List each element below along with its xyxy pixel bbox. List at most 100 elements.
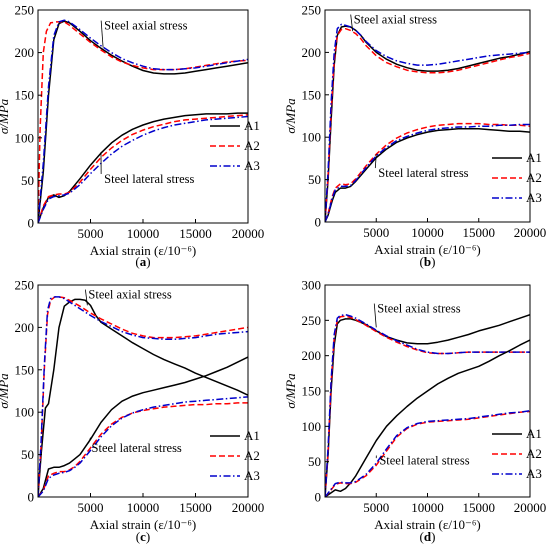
- y-tick-label: 200: [15, 320, 35, 335]
- panel-caption: (c): [136, 529, 150, 544]
- x-tick-label: 20000: [232, 500, 265, 515]
- series-group: [38, 296, 248, 497]
- annotation-leader: [85, 289, 88, 306]
- x-tick-label: 5000: [78, 226, 104, 241]
- x-tick-label: 10000: [127, 226, 160, 241]
- x-tick-label: 15000: [179, 226, 212, 241]
- y-tick-label: 250: [302, 313, 322, 328]
- series-line-a3-lateral: [38, 396, 248, 497]
- series-line-a1-lateral: [325, 339, 530, 497]
- x-tick-label: 5000: [363, 225, 389, 240]
- annotation-label: Steel lateral stress: [92, 441, 182, 455]
- series-line-a3-lateral: [38, 115, 248, 223]
- series-line-a1-axial: [325, 313, 530, 497]
- annotation-leader: [374, 154, 377, 169]
- annotation-label: Steel lateral stress: [379, 453, 469, 467]
- y-tick-label: 200: [15, 45, 35, 60]
- series-group: [38, 19, 248, 223]
- x-tick-label: 10000: [411, 500, 444, 515]
- y-axis-label: σ/MPa: [0, 98, 11, 134]
- y-tick-label: 50: [21, 173, 34, 188]
- panel-caption: (b): [420, 254, 436, 269]
- legend: A1 A2 A3: [210, 118, 260, 173]
- legend-label-a1: A1: [526, 426, 542, 441]
- legend-label-a3: A3: [244, 158, 260, 173]
- series-line-a3-axial: [38, 296, 248, 497]
- legend: A1 A2 A3: [492, 150, 542, 205]
- panel-d: 0 50 100 150 200 250 300 5000 10000 15000 20000 Axi…: [283, 278, 546, 545]
- x-axis-label: Axial strain (ε/10⁻⁶): [90, 517, 196, 532]
- series-line-a2-lateral: [325, 122, 530, 222]
- series-line-a2-lateral: [38, 402, 248, 497]
- y-tick-label: 150: [302, 384, 322, 399]
- legend-label-a1: A1: [244, 428, 260, 443]
- x-tick-label: 10000: [127, 500, 160, 515]
- annotation-leader: [373, 303, 377, 328]
- annotation-label: Steel axial stress: [377, 302, 460, 316]
- x-axis-label: Axial strain (ε/10⁻⁶): [90, 243, 196, 258]
- legend-label-a2: A2: [244, 138, 260, 153]
- legend: A1 A2 A3: [210, 428, 260, 483]
- annotation-label: Steel lateral stress: [104, 172, 194, 186]
- y-axis-label: σ/MPa: [283, 98, 298, 134]
- series-line-a1-lateral: [38, 356, 248, 497]
- x-axis-label: Axial strain (ε/10⁻⁶): [374, 517, 480, 532]
- series-line-a1-lateral: [325, 127, 530, 222]
- legend-label-a1: A1: [526, 150, 542, 165]
- legend-label-a2: A2: [244, 448, 260, 463]
- series-line-a3-axial: [38, 19, 248, 223]
- x-tick-label: 15000: [179, 500, 212, 515]
- series-line-a2-axial: [325, 27, 530, 222]
- series-line-a1-axial: [38, 298, 248, 497]
- y-tick-label: 250: [15, 3, 35, 18]
- legend-label-a1: A1: [244, 118, 260, 133]
- x-tick-label: 20000: [514, 500, 547, 515]
- x-tick-label: 10000: [411, 225, 444, 240]
- legend-label-a2: A2: [526, 170, 542, 185]
- legend-label-a3: A3: [526, 190, 542, 205]
- annotation-label: Steel axial stress: [88, 288, 171, 302]
- annotation-leader: [100, 20, 104, 48]
- annotation-label: Steel axial stress: [354, 13, 437, 27]
- annotation-label: Steel lateral stress: [378, 166, 468, 180]
- panel-b: 0 50 100 150 200 250 5000 10000 15000 20000 Axial …: [283, 3, 546, 270]
- x-tick-label: 15000: [463, 225, 496, 240]
- y-tick-label: 0: [315, 215, 322, 230]
- series-line-a3-lateral: [325, 123, 530, 222]
- x-tick-label: 20000: [514, 225, 547, 240]
- series-line-a3-axial: [325, 313, 530, 497]
- legend: A1 A2 A3: [492, 426, 542, 481]
- y-tick-label: 200: [302, 348, 322, 363]
- x-tick-label: 5000: [78, 500, 104, 515]
- y-tick-label: 150: [15, 88, 35, 103]
- y-tick-label: 50: [21, 447, 34, 462]
- panel-a: 0 50 100 150 200 250 5000 10000 15000 20000 Axial …: [0, 3, 264, 270]
- series-line-a1-lateral: [38, 112, 248, 223]
- y-tick-label: 0: [28, 216, 35, 231]
- y-tick-label: 250: [15, 278, 35, 293]
- series-group: [325, 23, 530, 222]
- y-tick-label: 0: [315, 490, 322, 505]
- y-axis-label: σ/MPa: [0, 373, 11, 409]
- annotation-leader: [88, 437, 91, 444]
- y-tick-label: 150: [302, 87, 322, 102]
- panel-caption: (d): [420, 529, 436, 544]
- y-tick-label: 0: [28, 490, 35, 505]
- y-axis-label: σ/MPa: [283, 373, 298, 409]
- x-tick-label: 5000: [363, 500, 389, 515]
- legend-label-a2: A2: [526, 446, 542, 461]
- series-line-a3-lateral: [325, 410, 530, 497]
- x-tick-label: 15000: [463, 500, 496, 515]
- y-tick-label: 100: [302, 419, 322, 434]
- plot-frame: [37, 284, 249, 498]
- panel-c: 0 50 100 150 200 250 5000 10000 15000 20000 Axial …: [0, 278, 264, 545]
- y-tick-label: 100: [15, 130, 35, 145]
- x-axis-label: Axial strain (ε/10⁻⁶): [374, 242, 480, 257]
- legend-label-a3: A3: [244, 468, 260, 483]
- series-line-a2-lateral: [38, 114, 248, 223]
- series-line-a2-axial: [38, 21, 248, 223]
- series-group: [325, 313, 530, 497]
- y-tick-label: 100: [302, 130, 322, 145]
- annotation-label: Steel axial stress: [104, 19, 187, 33]
